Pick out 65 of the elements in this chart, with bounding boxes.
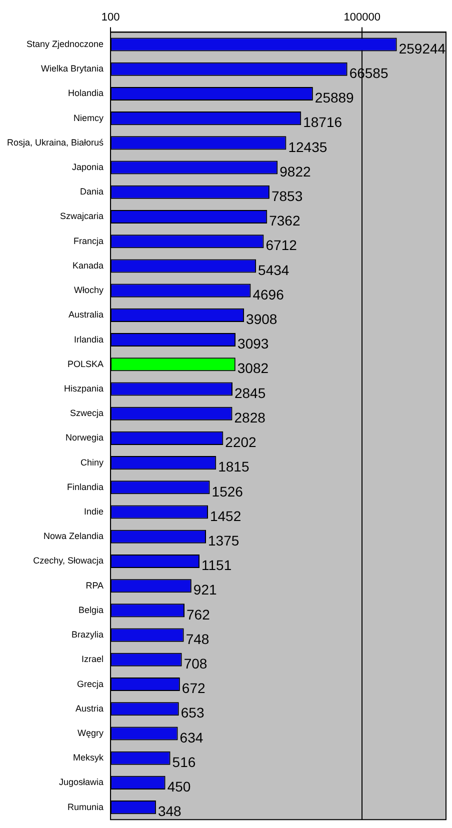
y-tick-label: Szwecja: [70, 408, 104, 418]
y-tick-label: Chiny: [80, 457, 104, 468]
data-label: 450: [167, 778, 191, 795]
data-label: 7853: [271, 188, 303, 204]
data-label: 6712: [266, 237, 298, 254]
y-tick-label: Jugosławia: [59, 777, 104, 788]
y-tick-label: Włochy: [74, 285, 104, 296]
y-tick-label: Nowa Zelandia: [43, 531, 104, 542]
y-tick-label: Rumunia: [68, 802, 104, 812]
data-label: 1526: [212, 483, 244, 500]
y-tick-label: Japonia: [72, 162, 104, 172]
data-label: 348: [158, 803, 182, 820]
data-label: 25889: [314, 90, 354, 106]
y-tick-label: Irlandia: [74, 334, 104, 344]
x-tick-label: 100: [101, 12, 120, 24]
y-tick-label: Brazylia: [72, 630, 104, 640]
y-tick-label: Niemcy: [74, 112, 104, 123]
y-tick-label: Czechy, Słowacja: [33, 556, 104, 566]
data-label: 2828: [234, 409, 266, 426]
y-tick-label: Francja: [74, 236, 104, 246]
y-tick-label: Indie: [84, 506, 104, 517]
y-tick-label: Kanada: [72, 260, 104, 270]
data-label: 516: [172, 754, 196, 770]
data-label: 3082: [237, 360, 269, 376]
data-label: 762: [186, 606, 210, 622]
data-label: 2202: [225, 434, 257, 450]
y-tick-label: Izrael: [82, 654, 104, 664]
data-label: 748: [186, 630, 210, 647]
y-tick-label: Hiszpania: [64, 383, 104, 394]
data-label: 672: [182, 680, 206, 696]
data-label: 653: [180, 704, 204, 721]
data-label: 18716: [303, 114, 342, 130]
data-label: 1151: [202, 557, 232, 574]
y-tick-label: Meksyk: [73, 752, 104, 763]
y-tick-label: RPA: [86, 580, 104, 590]
data-label: 259244: [398, 40, 446, 56]
data-label: 1815: [218, 458, 250, 475]
data-label: 12435: [288, 138, 328, 155]
y-tick-label: Holandia: [68, 88, 104, 98]
y-tick-label: Grecja: [77, 678, 104, 689]
y-tick-label: POLSKA: [68, 358, 104, 369]
data-label: 5434: [258, 262, 290, 278]
y-tick-label: Węgry: [78, 728, 104, 738]
y-tick-label: Wielka Brytania: [41, 64, 104, 74]
data-label: 9822: [280, 163, 311, 180]
y-tick-label: Szwajcaria: [60, 211, 104, 222]
data-label: 634: [180, 729, 204, 746]
data-label: 3908: [246, 311, 278, 328]
x-tick-label: 100000: [344, 12, 380, 24]
data-label: 2845: [234, 384, 266, 401]
y-tick-label: Norwegia: [66, 432, 104, 443]
y-tick-label: Austria: [76, 703, 104, 714]
data-label: 3093: [238, 336, 269, 352]
y-tick-label: Dania: [80, 186, 104, 197]
data-label: 708: [184, 656, 208, 672]
y-tick-label: Rosja, Ukraina, Białoruś: [6, 137, 104, 148]
y-tick-label: Finlandia: [67, 482, 104, 492]
data-label: 4696: [252, 286, 284, 302]
y-tick-label: Australia: [68, 310, 104, 320]
y-tick-label: Stany Zjednoczone: [26, 38, 104, 49]
data-label: 1452: [210, 508, 242, 524]
data-label: 1375: [208, 532, 240, 548]
y-tick-label: Belgia: [78, 604, 104, 615]
data-label: 921: [193, 582, 217, 598]
data-label: 7362: [269, 212, 300, 229]
